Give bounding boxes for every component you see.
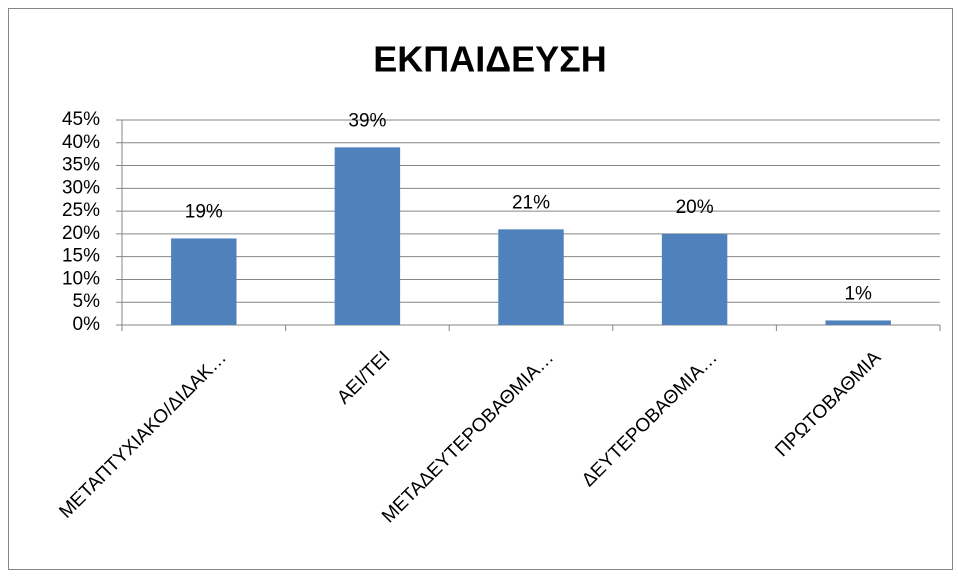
data-label: 19%: [185, 201, 223, 222]
bar: [661, 233, 728, 325]
data-label: 39%: [348, 110, 386, 131]
y-tick-label: 0%: [73, 314, 101, 335]
y-tick-label: 35%: [62, 155, 100, 176]
y-tick-label: 20%: [62, 223, 100, 244]
y-tick-label: 40%: [62, 132, 100, 153]
bar: [498, 229, 564, 325]
y-tick-label: 30%: [62, 177, 100, 198]
bar: [825, 320, 891, 325]
chart-border: [8, 8, 953, 570]
bar: [171, 238, 237, 325]
bar: [334, 147, 401, 325]
data-label: 20%: [676, 197, 714, 218]
y-tick-label: 10%: [62, 268, 100, 289]
y-tick-label: 5%: [73, 291, 101, 312]
y-tick-label: 25%: [62, 200, 100, 221]
y-tick-label: 45%: [62, 109, 100, 130]
data-label: 1%: [844, 283, 872, 304]
chart-title: ΕΚΠΑΙΔΕΥΣΗ: [373, 39, 607, 80]
y-tick-label: 15%: [62, 246, 100, 267]
data-label: 21%: [512, 192, 550, 213]
